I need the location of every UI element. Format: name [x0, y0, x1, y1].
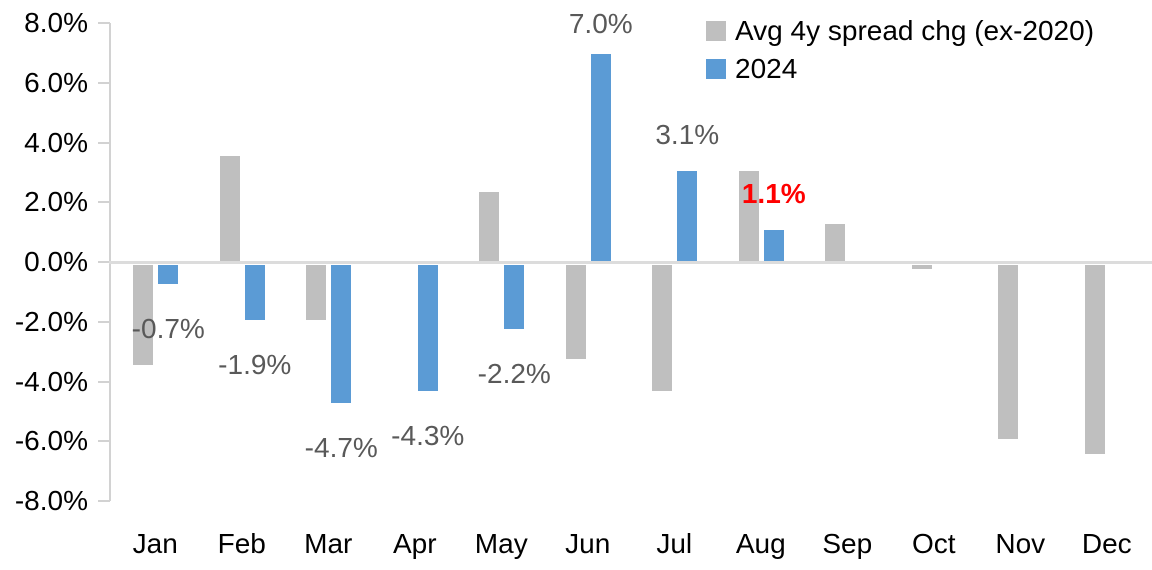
legend-label-avg-series: Avg 4y spread chg (ex-2020): [735, 15, 1095, 46]
x-axis-label-apr: Apr: [392, 528, 437, 559]
y-axis-tick-label: 2.0%: [24, 186, 88, 218]
y-axis-tick-label: 4.0%: [24, 126, 88, 158]
x-axis-label-mar: Mar: [304, 528, 353, 559]
y-axis-tick-mark: [98, 440, 110, 443]
data-label-may: -2.2%: [477, 357, 551, 389]
x-axis-label-dec: Dec: [1081, 528, 1132, 559]
bar-avg-dec: [1084, 265, 1105, 455]
y-axis-tick-label: -8.0%: [14, 485, 88, 516]
bar-avg-jun: [565, 265, 586, 359]
bar-avg-jul: [652, 265, 673, 392]
y-axis-tick-mark: [98, 141, 110, 144]
y-axis-tick-label: -2.0%: [14, 305, 88, 337]
bar-avg-aug: [738, 170, 759, 262]
data-label-jul: 3.1%: [655, 118, 720, 150]
bar-avg-sep: [825, 224, 846, 262]
y-axis-tick-mark: [98, 261, 110, 263]
x-axis-label-jan: Jan: [132, 528, 178, 559]
bar-avg-feb: [219, 155, 240, 262]
legend-swatch-gray: [706, 20, 726, 41]
bar-avg-nov: [998, 265, 1019, 440]
legend-swatch-blue: [706, 58, 726, 79]
y-axis-tick-label: 6.0%: [24, 66, 88, 98]
legend-label-2024-series: 2024: [735, 53, 798, 84]
y-axis-tick-mark: [98, 201, 110, 204]
legend-item-avg-series: Avg 4y spread chg (ex-2020): [706, 14, 1094, 47]
x-axis-label-aug: Aug: [735, 528, 786, 559]
bar-2024-aug: [763, 230, 784, 262]
y-axis-tick-label: -6.0%: [14, 425, 88, 457]
x-axis-label-jul: Jul: [656, 528, 693, 559]
x-axis-label-jun: Jun: [565, 528, 611, 559]
chart-legend: Avg 4y spread chg (ex-2020) 2024: [706, 14, 1094, 85]
data-label-jun: 7.0%: [568, 8, 633, 39]
bar-2024-mar: [331, 265, 352, 404]
y-axis-tick-mark: [98, 22, 110, 24]
y-axis-tick-mark: [98, 81, 110, 84]
data-label-aug: 1.1%: [741, 178, 806, 210]
bar-avg-mar: [306, 265, 327, 320]
bar-2024-jan: [158, 265, 179, 284]
bar-2024-jun: [590, 54, 611, 262]
y-axis-tick-label: 8.0%: [24, 7, 88, 38]
bar-avg-may: [479, 191, 500, 262]
data-label-jan: -0.7%: [131, 312, 205, 344]
zero-gridline: [109, 261, 1152, 265]
bar-2024-apr: [417, 265, 438, 392]
x-axis-label-nov: Nov: [995, 528, 1046, 559]
y-axis-tick-mark: [98, 380, 110, 383]
x-axis-label-sep: Sep: [822, 528, 873, 559]
bar-avg-jan: [133, 265, 154, 365]
bar-2024-jul: [677, 170, 698, 262]
y-axis-tick-mark: [98, 500, 110, 502]
data-label-mar: -4.7%: [304, 432, 378, 464]
x-axis-label-may: May: [474, 528, 528, 559]
y-axis-tick-label: 0.0%: [24, 246, 88, 277]
y-axis-tick-mark: [98, 320, 110, 323]
x-axis-label-feb: Feb: [217, 528, 266, 559]
x-axis-label-oct: Oct: [911, 528, 956, 559]
bar-2024-may: [504, 265, 525, 329]
data-label-feb: -1.9%: [218, 348, 292, 380]
bar-avg-oct: [911, 265, 932, 269]
data-label-apr: -4.3%: [391, 420, 465, 452]
bar-2024-feb: [244, 265, 265, 320]
legend-item-2024-series: 2024: [706, 52, 1094, 85]
y-axis-tick-label: -4.0%: [14, 365, 88, 397]
